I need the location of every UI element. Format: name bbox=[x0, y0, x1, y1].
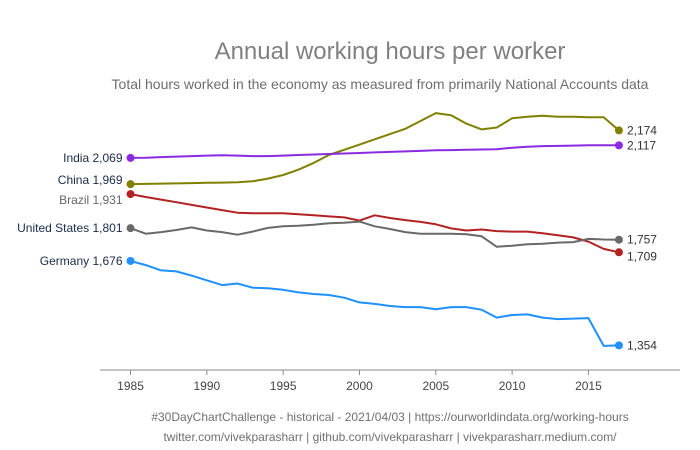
end-point-india bbox=[614, 141, 623, 150]
start-point-germany bbox=[126, 256, 135, 265]
end-point-united-states bbox=[614, 235, 623, 244]
end-label-india: 2,117 bbox=[627, 138, 656, 152]
start-point-china bbox=[126, 180, 135, 189]
start-label-brazil: Brazil 1,931 bbox=[59, 193, 123, 207]
end-point-brazil bbox=[614, 248, 623, 257]
chart-subtitle: Total hours worked in the economy as mea… bbox=[111, 76, 649, 92]
series-line-brazil bbox=[130, 193, 620, 254]
chart-title: Annual working hours per worker bbox=[214, 38, 566, 65]
series-line-india bbox=[130, 144, 619, 159]
start-label-india: India 2,069 bbox=[63, 151, 123, 165]
caption-line-2: twitter.com/vivekparasharr | github.com/… bbox=[163, 430, 617, 444]
x-tick-label: 2010 bbox=[499, 379, 526, 393]
end-label-germany: 1,354 bbox=[627, 338, 657, 352]
end-point-germany bbox=[614, 341, 623, 350]
start-label-china: China 1,969 bbox=[58, 173, 123, 187]
end-label-united-states: 1,757 bbox=[627, 233, 657, 247]
end-label-brazil: 1,709 bbox=[627, 249, 657, 263]
series-line-china bbox=[130, 112, 620, 186]
start-point-india bbox=[126, 153, 135, 162]
start-point-brazil bbox=[126, 190, 135, 199]
x-tick-label: 2000 bbox=[346, 379, 373, 393]
start-label-united-states: United States 1,801 bbox=[17, 221, 123, 235]
start-point-united-states bbox=[126, 224, 135, 233]
start-label-germany: Germany 1,676 bbox=[40, 254, 123, 268]
x-tick-label: 1985 bbox=[117, 379, 144, 393]
caption-line-1: #30DayChartChallenge - historical - 2021… bbox=[151, 410, 629, 424]
end-point-china bbox=[614, 126, 623, 135]
x-tick-label: 2005 bbox=[422, 379, 449, 393]
series-line-germany bbox=[130, 260, 619, 347]
x-tick-label: 2015 bbox=[575, 379, 602, 393]
series-line-united-states bbox=[130, 220, 619, 248]
end-label-china: 2,174 bbox=[627, 123, 657, 137]
x-tick-label: 1990 bbox=[193, 379, 220, 393]
x-tick-label: 1995 bbox=[270, 379, 297, 393]
